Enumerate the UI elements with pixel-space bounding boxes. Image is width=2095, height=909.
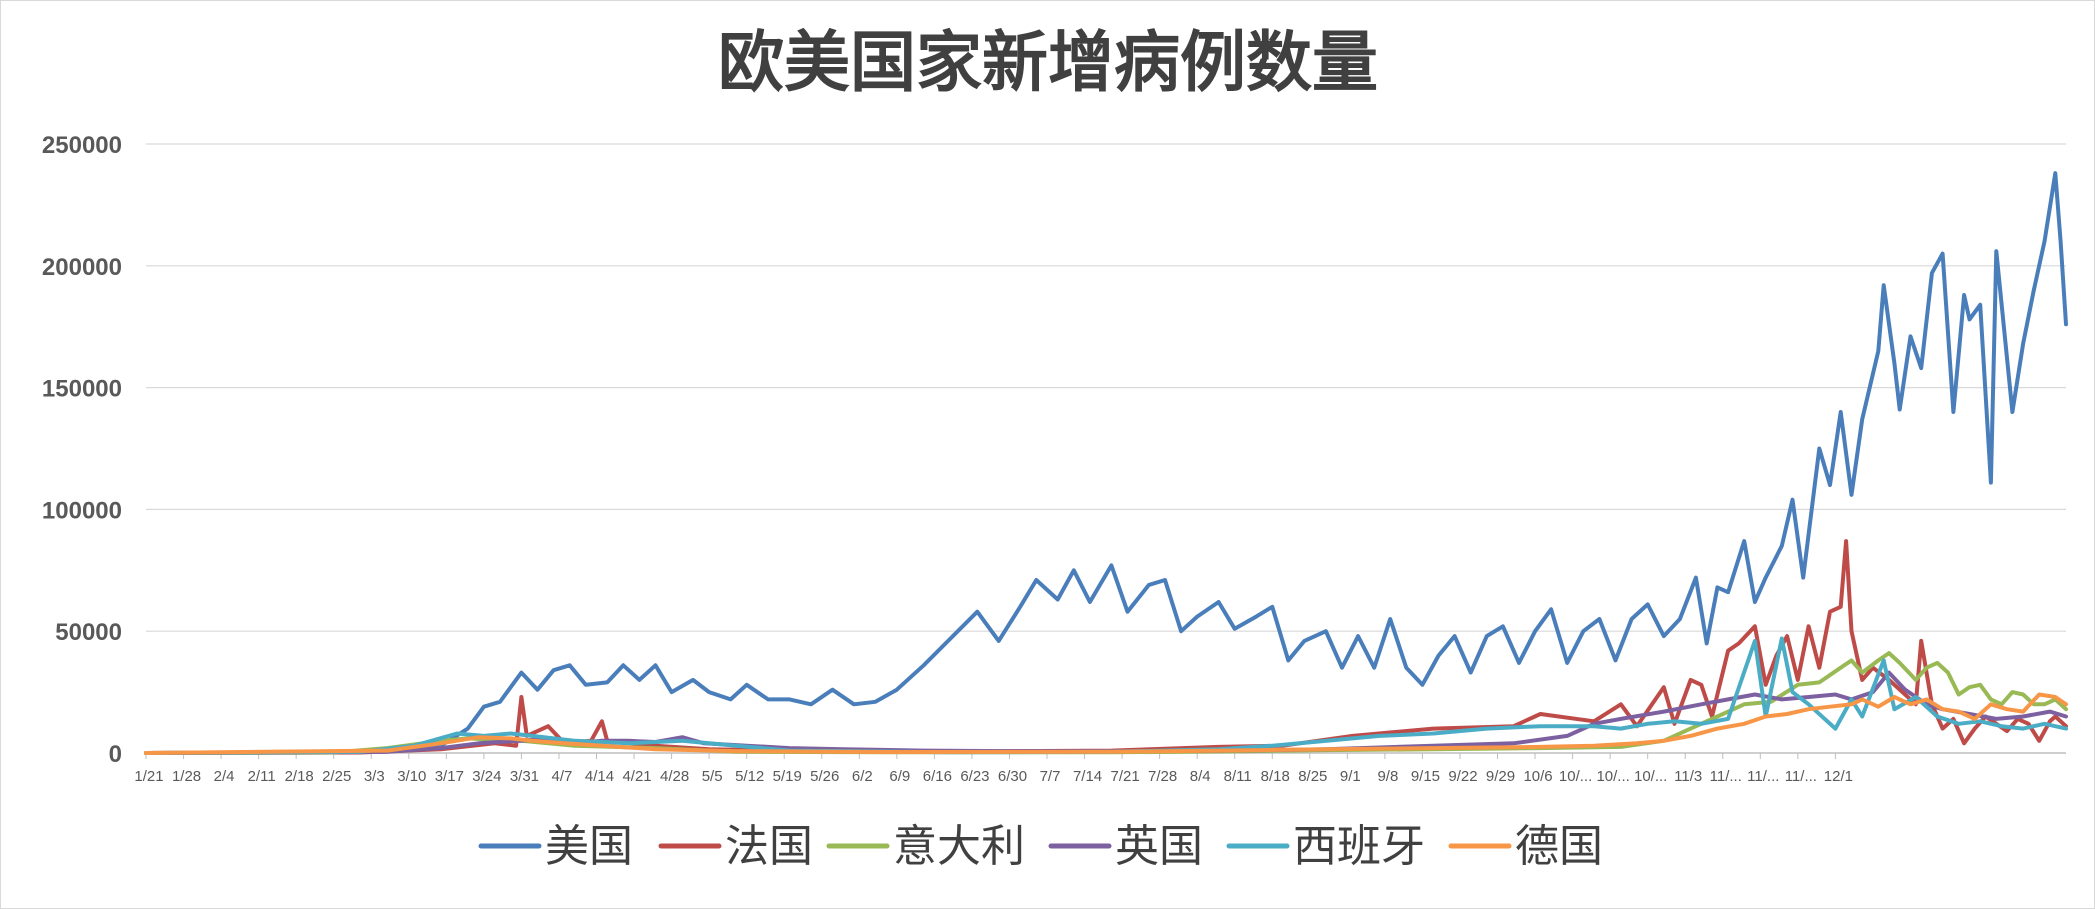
x-axis-ticks: 1/21 1/28 2/4 2/11 2/18 2/25 3/3 3/10 3/17 3/24 3/… — [134, 768, 1853, 785]
legend-label: 意大利 — [893, 821, 1025, 872]
chart-title: 欧美国家新增病例数量 — [718, 24, 1378, 101]
x-tick-label: 10/... — [1634, 768, 1667, 785]
x-tick-label: 10/... — [1596, 768, 1629, 785]
x-tick-label: 11/... — [1710, 768, 1742, 785]
legend-label: 西班牙 — [1293, 821, 1425, 872]
y-tick-label: 0 — [109, 741, 122, 768]
x-tick-label: 5/26 — [810, 768, 839, 785]
series-lines — [144, 171, 2068, 755]
x-tick-label: 1/21 — [134, 768, 163, 785]
x-tick-label: 9/15 — [1411, 768, 1440, 785]
y-tick-label: 250000 — [42, 132, 122, 159]
x-tick-label: 6/30 — [998, 768, 1027, 785]
x-tick-label: 5/19 — [773, 768, 802, 785]
gridlines — [146, 143, 2066, 754]
x-tick-label: 6/16 — [923, 768, 952, 785]
x-tick-label: 11/... — [1785, 768, 1817, 785]
x-tick-label: 9/8 — [1377, 768, 1398, 785]
series-line-1 — [144, 539, 2068, 755]
legend-label: 英国 — [1115, 821, 1203, 872]
x-tick-label: 9/1 — [1340, 768, 1361, 785]
x-tick-label: 7/28 — [1148, 768, 1177, 785]
x-tick-label: 9/22 — [1448, 768, 1477, 785]
x-tick-label: 2/11 — [248, 768, 276, 785]
x-tick-label: 7/14 — [1073, 768, 1102, 785]
legend-label: 法国 — [725, 821, 813, 872]
y-tick-label: 150000 — [42, 376, 122, 403]
y-tick-label: 200000 — [42, 254, 122, 281]
x-tick-label: 3/24 — [472, 768, 501, 785]
x-tick-label: 12/1 — [1824, 768, 1853, 785]
x-tick-label: 6/9 — [889, 768, 910, 785]
x-tick-label: 6/23 — [960, 768, 989, 785]
x-tick-label: 8/11 — [1224, 768, 1252, 785]
x-tick-label: 8/25 — [1298, 768, 1327, 785]
x-tick-label: 2/25 — [322, 768, 351, 785]
legend-label: 德国 — [1515, 821, 1603, 872]
x-tick-label: 4/28 — [660, 768, 689, 785]
x-tick-label: 10/6 — [1523, 768, 1552, 785]
x-tick-label: 3/17 — [435, 768, 464, 785]
x-tick-label: 2/18 — [285, 768, 314, 785]
x-tick-label: 3/3 — [364, 768, 385, 785]
x-tick-label: 4/21 — [622, 768, 651, 785]
legend-label: 美国 — [545, 821, 633, 872]
x-tick-label: 9/29 — [1486, 768, 1515, 785]
x-tick-label: 10/... — [1559, 768, 1592, 785]
x-tick-label: 4/14 — [585, 768, 614, 785]
x-tick-label: 5/5 — [702, 768, 723, 785]
series-line-0 — [144, 171, 2068, 755]
y-tick-label: 50000 — [55, 619, 122, 646]
x-tick-label: 2/4 — [214, 768, 235, 785]
series-line-5 — [144, 692, 2068, 755]
x-tick-label: 8/18 — [1261, 768, 1290, 785]
x-tick-label: 1/28 — [172, 768, 201, 785]
x-tick-label: 3/31 — [510, 768, 539, 785]
legend: 美国 法国 意大利 英国 西班牙 德国 — [478, 821, 1603, 872]
y-tick-label: 100000 — [42, 497, 122, 524]
x-tick-label: 4/7 — [552, 768, 573, 785]
x-tick-label: 5/12 — [735, 768, 764, 785]
x-tick-label: 8/4 — [1190, 768, 1211, 785]
x-tick-label: 3/10 — [397, 768, 426, 785]
x-tick-label: 7/21 — [1110, 768, 1139, 785]
x-tick-label: 6/2 — [852, 768, 873, 785]
x-tick-label: 11/... — [1747, 768, 1779, 785]
x-tick-label: 7/7 — [1040, 768, 1061, 785]
series-line-4 — [144, 636, 2068, 755]
y-axis-ticks: 0 50000 100000 150000 200000 250000 — [42, 132, 122, 768]
x-tick-label: 11/3 — [1674, 768, 1702, 785]
